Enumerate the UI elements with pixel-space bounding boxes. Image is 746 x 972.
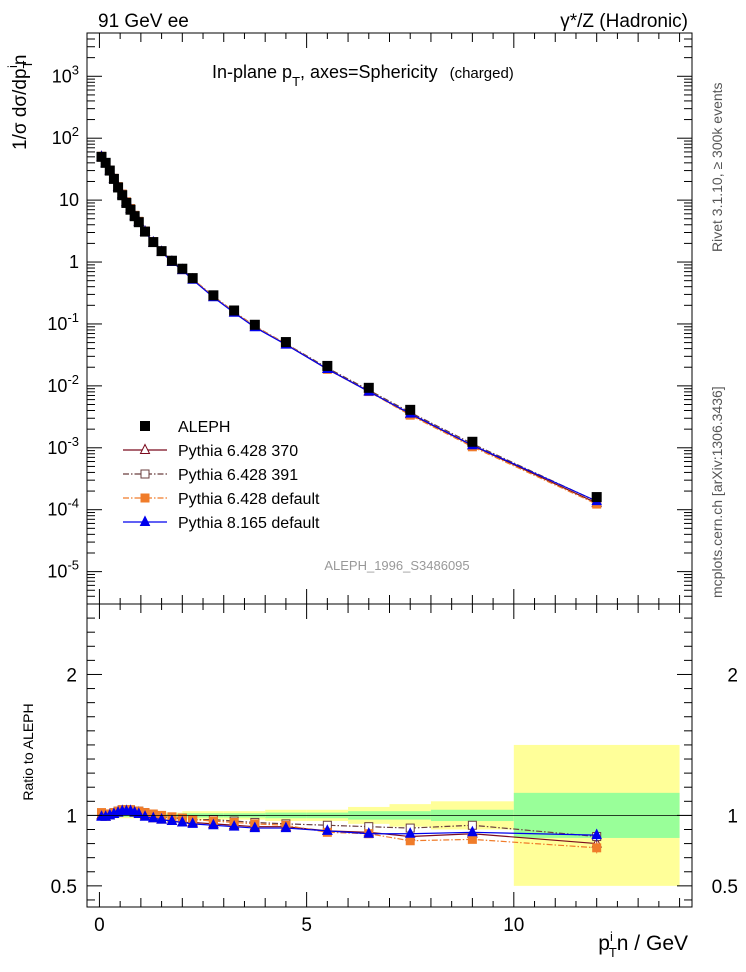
ratio-tick-label: 0.5	[51, 877, 77, 898]
chart-title: In-plane pT, axes=Sphericity (charged)	[212, 62, 514, 89]
legend-label: Pythia 6.428 370	[178, 443, 298, 460]
data-point	[148, 237, 159, 248]
rivet-version-label: Rivet 3.1.10, ≥ 300k events	[709, 82, 725, 252]
ratio-tick-label: 1	[66, 806, 77, 827]
data-point	[125, 204, 136, 215]
data-point	[208, 290, 219, 301]
legend-marker	[140, 469, 150, 479]
data-point	[100, 157, 111, 168]
data-point	[166, 255, 177, 266]
ratio-series-point	[147, 811, 159, 823]
legend-marker	[139, 443, 151, 454]
data-point	[156, 246, 167, 257]
data-point	[187, 273, 198, 284]
ratio-series-point	[228, 820, 240, 831]
ratio-series-point	[187, 817, 198, 828]
legend-label: Pythia 6.428 default	[178, 491, 320, 508]
legend-marker	[140, 493, 150, 503]
legend-label: Pythia 8.165 default	[178, 515, 320, 532]
series-line	[101, 156, 597, 502]
header-right: γ*/Z (Hadronic)	[560, 11, 688, 32]
data-point	[229, 305, 240, 316]
series-line	[101, 156, 597, 504]
mcplots-source-label: mcplots.cern.ch [arXiv:1306.3436]	[709, 386, 725, 598]
legend-item: Pythia 6.428 default	[123, 491, 320, 508]
ratio-y-label: Ratio to ALEPH	[20, 703, 36, 800]
y-tick-label: 10-5	[47, 558, 79, 582]
x-tick-label: 10	[503, 915, 524, 936]
y-tick-label: 10-2	[47, 372, 79, 396]
analysis-id: ALEPH_1996_S3486095	[324, 558, 469, 573]
y-tick-label: 10-4	[47, 496, 79, 520]
data-point	[129, 211, 140, 222]
y-tick-label: 10-1	[47, 310, 79, 334]
ratio-series-point	[280, 821, 292, 833]
ratio-series-point	[467, 834, 477, 844]
legend-item: Pythia 6.428 391	[123, 467, 298, 484]
data-point	[591, 492, 602, 503]
main-panel: 10-5 10-4 10-3 10-2 10-1 1 10 102 103 In-plane p…	[5, 32, 693, 605]
series-line	[101, 156, 597, 502]
ratio-tick-label-right: 0.5	[712, 877, 738, 898]
data-point	[96, 151, 107, 162]
data-point	[363, 382, 374, 393]
data-point	[140, 226, 151, 237]
y-tick-label: 1	[69, 252, 79, 272]
data-point	[280, 337, 291, 348]
data-point	[113, 182, 124, 193]
ratio-tick-label: 2	[66, 665, 77, 686]
ratio-series-point	[139, 810, 151, 821]
data-point	[104, 165, 115, 176]
ratio-series-point	[249, 821, 261, 833]
x-axis-label: pi Tn / GeV	[598, 929, 688, 960]
data-point	[467, 436, 478, 447]
ratio-series-point	[467, 825, 478, 837]
legend-marker	[140, 421, 150, 431]
x-tick-label: 0	[94, 915, 105, 936]
ratio-series-point	[405, 836, 415, 846]
legend-marker	[139, 515, 151, 526]
data-point	[405, 404, 416, 415]
legend-label: Pythia 6.428 391	[178, 467, 298, 484]
y-tick-label: 103	[52, 62, 79, 86]
ratio-tick-label-right: 1	[727, 806, 738, 827]
ratio-series-point	[322, 824, 333, 835]
ratio-series-point	[208, 818, 219, 830]
data-point	[133, 217, 144, 228]
header-left: 91 GeV ee	[98, 11, 189, 32]
y-tick-label: 102	[52, 124, 79, 148]
data-point	[121, 197, 132, 208]
data-point	[177, 263, 188, 274]
ratio-series-point	[363, 827, 375, 838]
data-point	[322, 360, 333, 371]
legend-label: ALEPH	[178, 419, 230, 436]
legend-item: Pythia 8.165 default	[123, 515, 320, 532]
y-tick-label: 10	[59, 190, 79, 210]
ratio-panel: 0.5 0.5 1 1 2 2 0 5 10 Ratio to ALEPH	[20, 603, 738, 936]
data-point	[249, 319, 260, 330]
x-tick-label: 5	[301, 915, 312, 936]
ratio-tick-label-right: 2	[727, 665, 738, 686]
series-line	[101, 155, 597, 505]
legend-item: Pythia 6.428 370	[123, 443, 298, 460]
legend: ALEPH Pythia 6.428 370 Pythia 6.428 391 Pyt…	[123, 419, 320, 532]
ratio-series-point	[166, 814, 178, 826]
ratio-series-point	[404, 827, 416, 838]
data-point	[117, 190, 128, 201]
y-axis-label: 1/σ dσ/dpTin	[5, 55, 35, 151]
y-tick-label: 10-3	[47, 434, 79, 458]
data-point	[108, 173, 119, 184]
legend-item-data: ALEPH	[140, 419, 230, 436]
ratio-series-point	[156, 813, 167, 824]
ratio-series-point	[176, 815, 188, 827]
